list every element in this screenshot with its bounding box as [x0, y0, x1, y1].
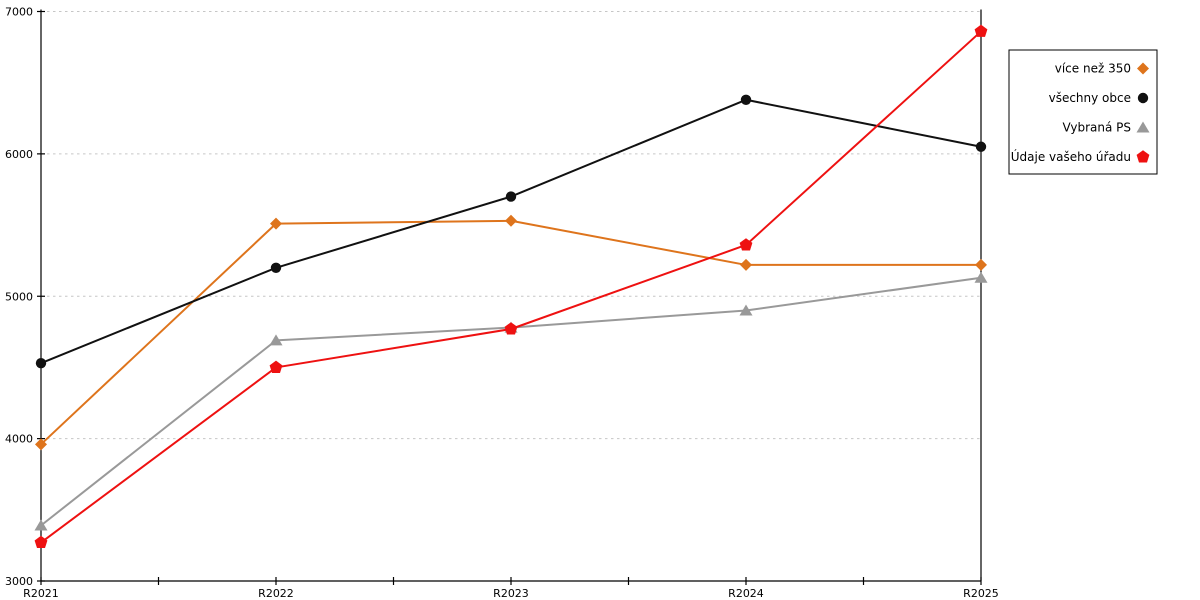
- y-tick-label: 4000: [5, 433, 33, 446]
- diamond-icon: [505, 214, 517, 227]
- triangle-icon: [1136, 121, 1150, 133]
- legend-label: Vybraná PS: [1062, 121, 1131, 135]
- series-1: [35, 94, 987, 369]
- series-line: [40, 30, 982, 544]
- pentagon-icon: [974, 24, 988, 37]
- legend-item: všechny obce: [1049, 91, 1149, 105]
- series-2: [34, 271, 988, 531]
- y-tick-label: 5000: [5, 290, 33, 303]
- pentagon-icon: [34, 535, 48, 549]
- circle-icon: [740, 94, 752, 105]
- diamond-icon: [1137, 62, 1149, 75]
- diamond-icon: [740, 258, 752, 271]
- series-0: [35, 214, 987, 451]
- triangle-icon: [974, 271, 988, 283]
- y-tick-label: 3000: [5, 575, 33, 588]
- legend-label: více než 350: [1055, 62, 1131, 76]
- diamond-icon: [975, 258, 987, 271]
- triangle-icon: [269, 334, 283, 346]
- x-tick-label: R2024: [728, 587, 764, 600]
- series-line: [40, 276, 982, 527]
- legend-box: [1008, 49, 1158, 175]
- y-tick-label: 7000: [5, 6, 33, 19]
- legend-item: více než 350: [1055, 62, 1149, 76]
- circle-icon: [1137, 92, 1149, 104]
- pentagon-icon: [739, 238, 753, 251]
- legend-item: Údaje vašeho úřadu: [1011, 149, 1150, 164]
- circle-icon: [975, 141, 987, 152]
- triangle-icon: [739, 304, 753, 316]
- circle-icon: [35, 357, 47, 369]
- x-tick-label: R2022: [258, 587, 294, 600]
- circle-icon: [505, 191, 517, 202]
- pentagon-icon: [504, 322, 518, 335]
- legend-item: Vybraná PS: [1062, 121, 1150, 135]
- pentagon-icon: [269, 360, 283, 373]
- circle-icon: [270, 262, 282, 273]
- y-tick-label: 6000: [5, 148, 33, 161]
- diamond-icon: [35, 438, 47, 451]
- series-3: [34, 24, 988, 549]
- legend-label: všechny obce: [1049, 91, 1131, 105]
- x-tick-label: R2023: [493, 587, 529, 600]
- triangle-icon: [34, 519, 48, 531]
- x-tick-label: R2021: [23, 587, 59, 600]
- diamond-icon: [270, 217, 282, 230]
- legend: více než 350 všechny obce Vybraná PS Údaje …: [1008, 49, 1158, 175]
- legend-label: Údaje vašeho úřadu: [1011, 149, 1131, 164]
- x-tick-label: R2025: [963, 587, 999, 600]
- pentagon-icon: [1136, 150, 1150, 163]
